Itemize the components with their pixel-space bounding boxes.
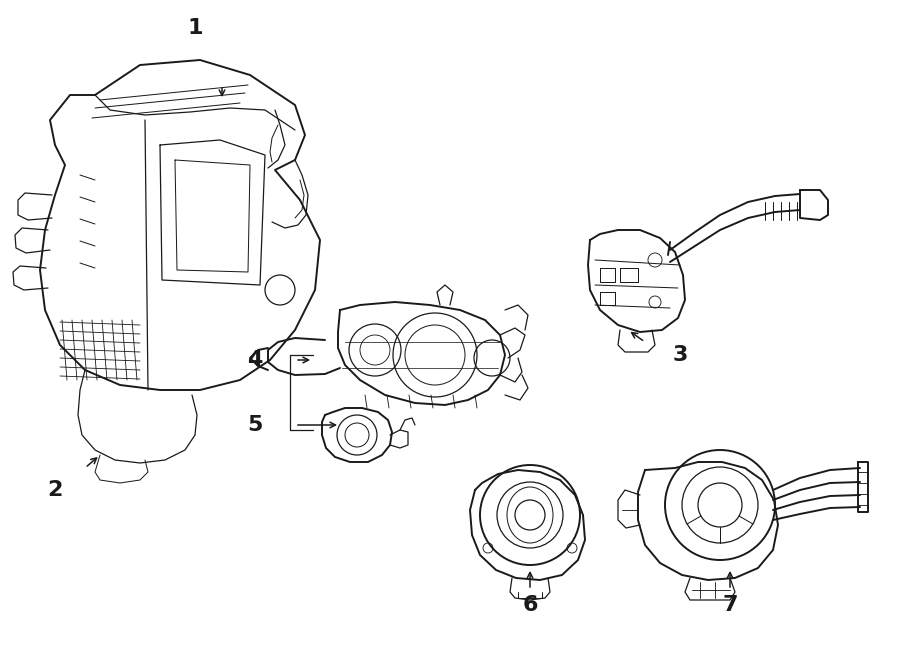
Text: 5: 5 xyxy=(248,415,263,435)
Text: 2: 2 xyxy=(48,480,63,500)
Text: 3: 3 xyxy=(672,345,688,365)
Text: 6: 6 xyxy=(522,595,538,615)
Text: 4: 4 xyxy=(248,350,263,370)
Text: 1: 1 xyxy=(187,18,202,38)
Text: 7: 7 xyxy=(722,595,738,615)
